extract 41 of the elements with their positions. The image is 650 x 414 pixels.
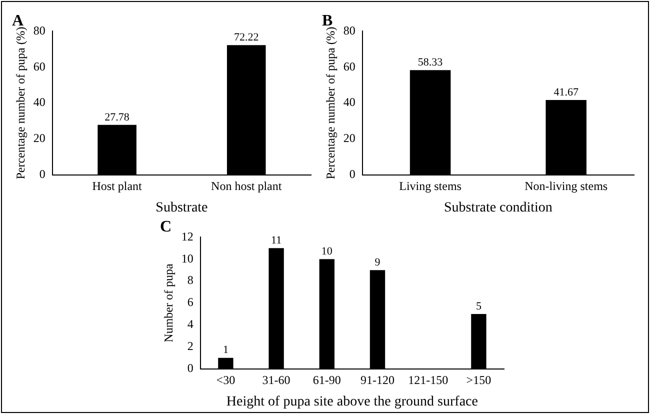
- data-label: 58.33: [418, 56, 444, 68]
- data-label: 72.22: [234, 32, 259, 44]
- x-tick-label: Non host plant: [211, 179, 282, 194]
- y-tick-label: 20: [33, 131, 46, 146]
- x-tick-label: 91-120: [360, 373, 394, 388]
- data-label: 5: [476, 300, 482, 312]
- data-label: 9: [374, 256, 381, 268]
- y-tick-label: 8: [187, 273, 194, 288]
- data-label: 1: [222, 344, 228, 356]
- x-axis-title: Substrate condition: [444, 200, 552, 216]
- y-tick-label: 60: [33, 59, 46, 74]
- data-label: 41.67: [554, 86, 579, 98]
- x-tick-label: 31-60: [262, 373, 290, 388]
- y-tick-label: 0: [39, 166, 46, 181]
- y-tick-label: 6: [187, 295, 194, 310]
- y-tick-label: 12: [181, 229, 194, 244]
- y-tick-label: 2: [187, 339, 194, 354]
- chart-title: C: [160, 218, 172, 236]
- x-tick-label: >150: [466, 373, 492, 388]
- x-tick-label: <30: [216, 373, 236, 388]
- data-label: 10: [321, 246, 333, 258]
- y-tick-label: 40: [33, 95, 46, 110]
- y-tick-label: 10: [181, 251, 194, 266]
- x-tick-label: 121-150: [408, 373, 448, 388]
- x-axis-title: Height of pupa site above the ground surface: [226, 394, 478, 410]
- x-tick-label: Non-living stems: [524, 179, 608, 194]
- y-tick-label: 4: [187, 317, 194, 332]
- y-tick-label: 0: [349, 166, 356, 181]
- y-tick-label: 80: [343, 23, 356, 38]
- y-tick-label: 80: [33, 23, 46, 38]
- y-tick-label: 40: [343, 95, 356, 110]
- data-label: 11: [271, 234, 282, 247]
- x-tick-label: Living stems: [399, 179, 462, 194]
- y-axis-title: Number of pupa: [161, 263, 176, 342]
- x-axis-title: Substrate: [156, 200, 208, 216]
- y-tick-label: 60: [343, 59, 356, 74]
- x-tick-label: 61-90: [312, 373, 341, 388]
- y-tick-label: 0: [187, 360, 194, 375]
- y-tick-label: 20: [343, 131, 356, 146]
- x-tick-label: Host plant: [92, 179, 143, 194]
- data-label: 27.78: [104, 111, 130, 124]
